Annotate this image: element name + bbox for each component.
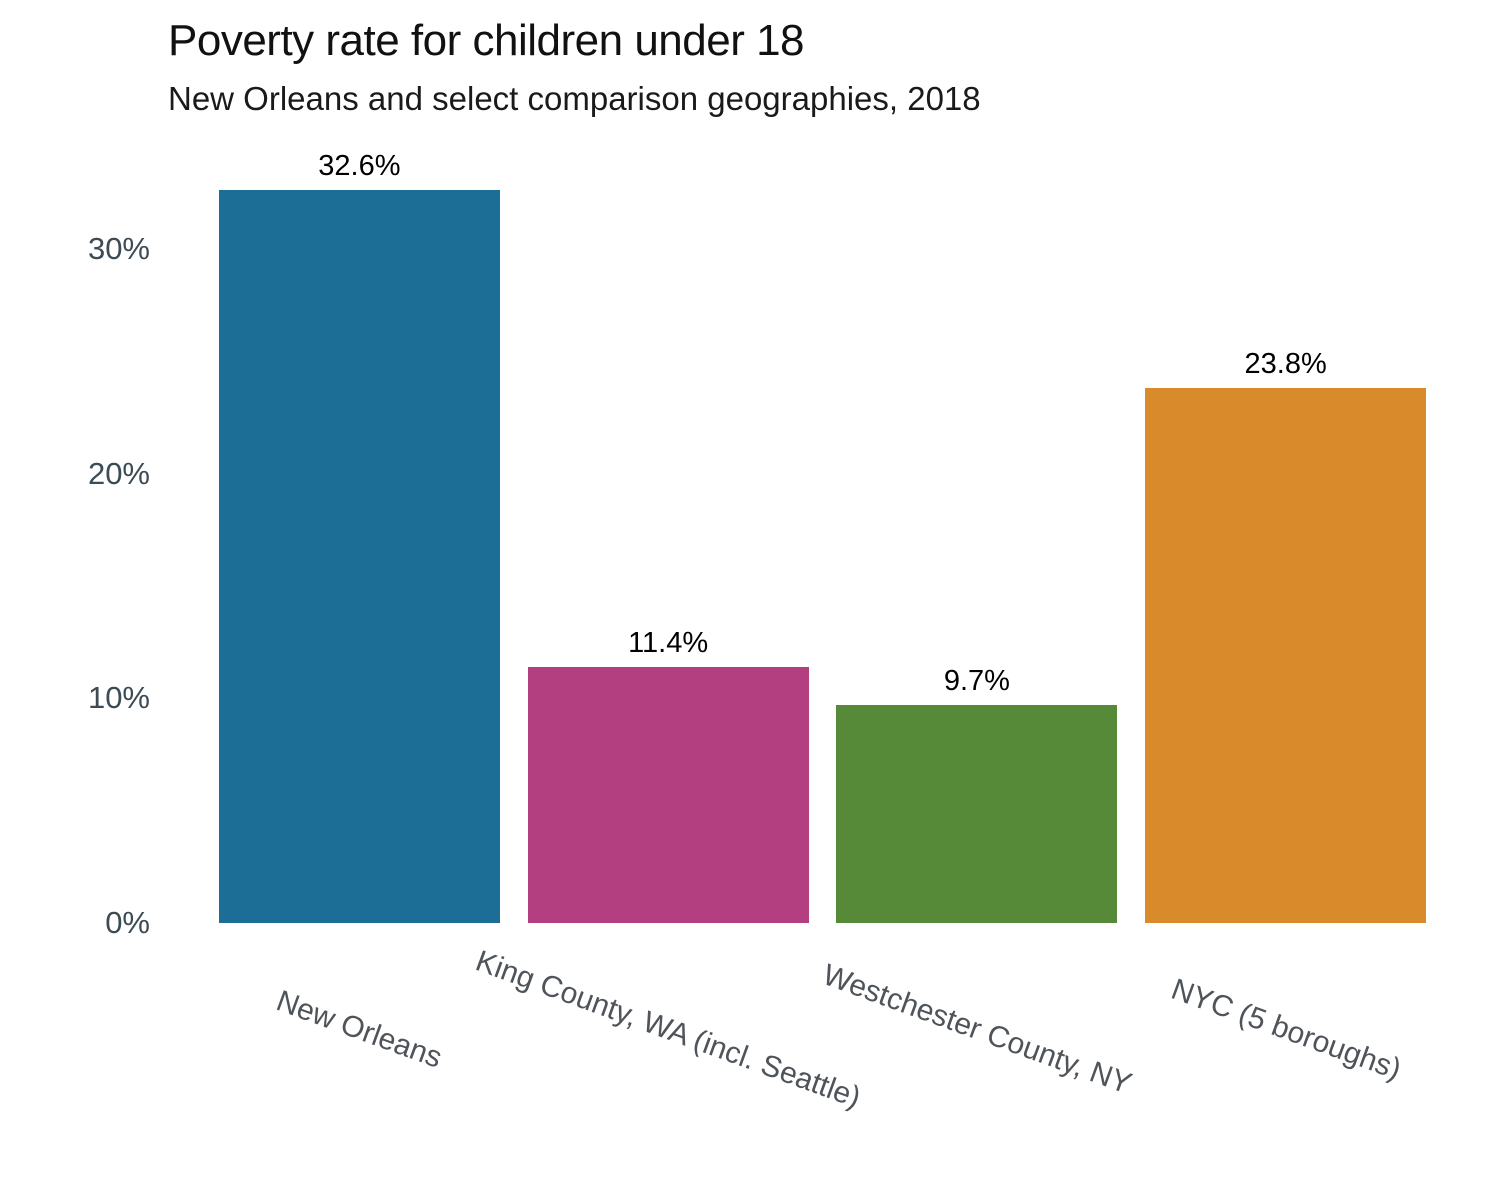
bar-group-new-orleans: 32.6% [205,150,514,923]
bar-value-label: 32.6% [318,150,401,183]
bar-value-label: 11.4% [628,626,709,659]
x-slot: Westchester County, NY [818,923,1135,1163]
bar-group-king-county: 11.4% [514,150,823,923]
x-axis-label-westchester: Westchester County, NY [818,958,1136,1101]
x-slot: King County, WA (incl. Seattle) [471,923,865,1163]
bar-group-nyc: 23.8% [1131,150,1440,923]
bar-group-westchester: 9.7% [823,150,1132,923]
bar-value-label: 23.8% [1244,348,1327,381]
chart-title: Poverty rate for children under 18 [168,16,805,65]
y-tick-label-30: 30% [87,230,150,266]
y-tick-label-10: 10% [87,680,150,716]
y-tick-label-0: 0% [105,905,150,940]
x-axis-label-nyc: NYC (5 boroughs) [1166,972,1406,1087]
x-slot: NYC (5 boroughs) [1131,923,1440,1163]
bar-nyc [1145,388,1427,923]
bar-king-county [527,666,809,923]
y-tick-label-20: 20% [87,455,150,491]
y-axis: 0% 10% 20% 30% [50,150,150,940]
x-axis-label-king-county: King County, WA (incl. Seattle) [471,944,866,1115]
x-axis: New Orleans King County, WA (incl. Seatt… [205,923,1440,1163]
bar-new-orleans [218,190,500,923]
bar-westchester [836,705,1118,923]
bar-value-label: 9.7% [943,665,1010,698]
chart-subtitle: New Orleans and select comparison geogra… [168,80,981,117]
x-slot: New Orleans [205,923,514,1163]
plot-area: 32.6% 11.4% 9.7% 23.8% [205,150,1440,923]
x-axis-label-new-orleans: New Orleans [272,984,447,1075]
